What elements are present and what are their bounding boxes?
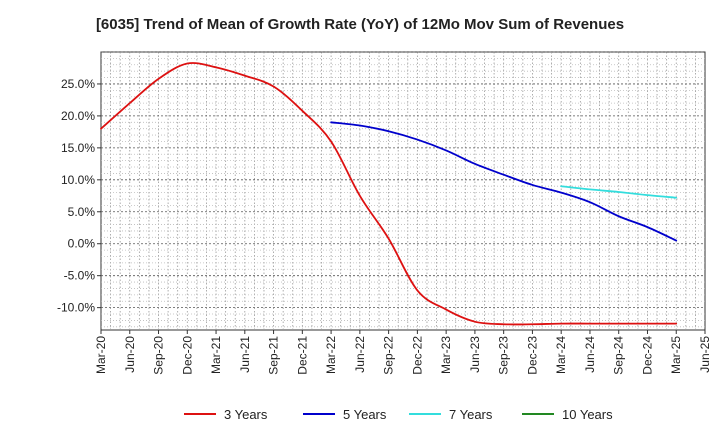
x-tick-label: Dec-24 xyxy=(640,336,654,375)
x-tick-label: Jun-21 xyxy=(238,336,252,373)
x-tick-label: Sep-24 xyxy=(612,336,626,375)
y-tick-label: 20.0% xyxy=(61,109,95,123)
x-tick-label: Mar-23 xyxy=(439,336,453,374)
legend-label: 7 Years xyxy=(449,407,493,422)
grid-lines xyxy=(101,51,705,330)
x-tick-label: Jun-20 xyxy=(123,336,137,373)
x-tick-label: Mar-24 xyxy=(554,336,568,374)
x-tick-label: Jun-25 xyxy=(698,336,712,373)
y-tick-label: 25.0% xyxy=(61,77,95,91)
series-line-5-years xyxy=(330,121,678,242)
x-tick-label: Mar-25 xyxy=(669,336,683,374)
y-tick-label: 15.0% xyxy=(61,141,95,155)
y-tick-label: 5.0% xyxy=(68,205,96,219)
legend-label: 5 Years xyxy=(343,407,387,422)
y-tick-label: 10.0% xyxy=(61,173,95,187)
chart-title: [6035] Trend of Mean of Growth Rate (YoY… xyxy=(95,16,625,33)
x-tick-label: Dec-20 xyxy=(180,336,194,375)
x-tick-label: Dec-23 xyxy=(525,336,539,375)
x-tick-label: Jun-22 xyxy=(353,336,367,373)
legend-label: 3 Years xyxy=(224,407,268,422)
y-axis: 25.0% 20.0% 15.0% 10.0% 5.0% 0.0% -5.0% -10.0% xyxy=(57,77,101,315)
x-tick-label: Jun-24 xyxy=(583,336,597,373)
series-line-3-years xyxy=(100,62,678,326)
series-lines xyxy=(100,62,678,326)
x-tick-label: Dec-21 xyxy=(295,336,309,375)
x-tick-label: Sep-22 xyxy=(382,336,396,375)
x-tick-label: Sep-21 xyxy=(267,336,281,375)
x-axis: Mar-20 Jun-20 Sep-20 Dec-20 Mar-21 Jun-21 Sep-… xyxy=(94,330,712,375)
x-tick-label: Sep-23 xyxy=(497,336,511,375)
x-tick-label: Sep-20 xyxy=(152,336,166,375)
x-tick-label: Mar-21 xyxy=(209,336,223,374)
y-tick-label: -10.0% xyxy=(57,301,95,315)
legend-label: 10 Years xyxy=(562,407,613,422)
y-tick-label: 0.0% xyxy=(68,237,96,251)
x-tick-label: Mar-22 xyxy=(324,336,338,374)
legend: 3 Years 5 Years 7 Years 10 Years xyxy=(184,407,613,422)
x-tick-label: Mar-20 xyxy=(94,336,108,374)
x-tick-label: Jun-23 xyxy=(468,336,482,373)
y-tick-label: -5.0% xyxy=(64,269,96,283)
x-tick-label: Dec-22 xyxy=(410,336,424,375)
series-line-7-years xyxy=(560,185,678,199)
